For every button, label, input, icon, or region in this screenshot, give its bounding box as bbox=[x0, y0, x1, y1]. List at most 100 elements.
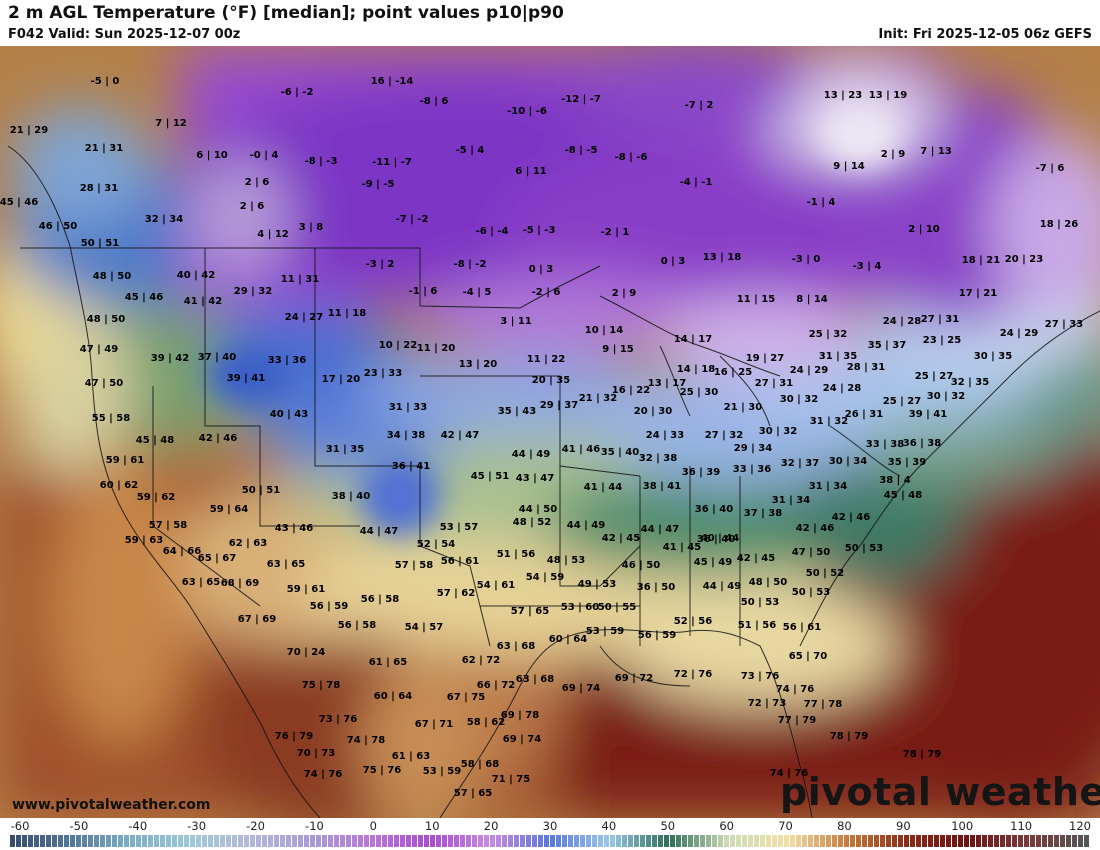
pivotal-weather-logo: pivotal weather bbox=[780, 770, 1100, 814]
colorbar-block bbox=[1042, 835, 1047, 847]
point-value: 14 | 18 bbox=[676, 364, 716, 375]
colorbar-block bbox=[880, 835, 885, 847]
point-value: -8 | 6 bbox=[419, 96, 449, 107]
point-value: 56 | 61 bbox=[440, 556, 480, 567]
colorbar-block bbox=[982, 835, 987, 847]
point-value: 44 | 49 bbox=[702, 581, 742, 592]
colorbar-block bbox=[442, 835, 447, 847]
point-value: 64 | 66 bbox=[162, 546, 202, 557]
colorbar-block bbox=[298, 835, 303, 847]
colorbar-block bbox=[892, 835, 897, 847]
colorbar-block bbox=[334, 835, 339, 847]
point-value: 29 | 37 bbox=[539, 400, 579, 411]
point-value: 60 | 64 bbox=[548, 634, 588, 645]
point-value: 34 | 38 bbox=[386, 430, 426, 441]
point-value: 21 | 30 bbox=[723, 402, 763, 413]
point-value: 69 | 74 bbox=[502, 734, 542, 745]
point-value: 43 | 46 bbox=[274, 523, 314, 534]
colorbar-block bbox=[142, 835, 147, 847]
colorbar-block bbox=[856, 835, 861, 847]
colorbar-block bbox=[412, 835, 417, 847]
colorbar-block bbox=[76, 835, 81, 847]
colorbar-block bbox=[1060, 835, 1065, 847]
colorbar-block bbox=[262, 835, 267, 847]
colorbar-tick-label: 80 bbox=[837, 819, 852, 833]
point-value: 25 | 32 bbox=[808, 329, 848, 340]
point-value: 36 | 38 bbox=[902, 438, 942, 449]
colorbar-block bbox=[466, 835, 471, 847]
point-value: 32 | 34 bbox=[144, 214, 184, 225]
colorbar-block bbox=[502, 835, 507, 847]
point-value: 9 | 15 bbox=[602, 344, 634, 355]
colorbar-block bbox=[1012, 835, 1017, 847]
point-value: -3 | 0 bbox=[791, 254, 821, 265]
point-value: 45 | 49 bbox=[693, 557, 733, 568]
point-value: 27 | 33 bbox=[1044, 319, 1084, 330]
point-value: 50 | 51 bbox=[241, 485, 281, 496]
point-value: 37 | 38 bbox=[743, 508, 783, 519]
colorbar-block bbox=[130, 835, 135, 847]
point-value: 56 | 58 bbox=[337, 620, 377, 631]
colorbar-tick-label: 10 bbox=[424, 819, 440, 833]
point-value: 38 | 40 bbox=[331, 491, 371, 502]
point-value: 56 | 61 bbox=[782, 622, 822, 633]
colorbar-block bbox=[430, 835, 435, 847]
point-value: 42 | 46 bbox=[198, 433, 238, 444]
point-value: -8 | -2 bbox=[453, 259, 487, 270]
point-value: 6 | 10 bbox=[196, 150, 228, 161]
point-value: 11 | 18 bbox=[327, 308, 367, 319]
point-value: 30 | 32 bbox=[779, 394, 819, 405]
point-value: 16 | -14 bbox=[370, 76, 414, 87]
colorbar-block bbox=[886, 835, 891, 847]
point-value: 73 | 76 bbox=[318, 714, 358, 725]
point-value: 42 | 47 bbox=[440, 430, 480, 441]
colorbar-block bbox=[124, 835, 129, 847]
point-value: 50 | 53 bbox=[844, 543, 884, 554]
point-value: -4 | 5 bbox=[462, 287, 492, 298]
point-value: 21 | 32 bbox=[578, 393, 618, 404]
point-value: 65 | 67 bbox=[197, 553, 237, 564]
colorbar-tick-label: 70 bbox=[778, 819, 793, 833]
colorbar-block bbox=[82, 835, 87, 847]
colorbar-block bbox=[634, 835, 639, 847]
colorbar-block bbox=[928, 835, 933, 847]
point-value: 24 | 28 bbox=[822, 383, 862, 394]
colorbar-block bbox=[556, 835, 561, 847]
point-value: 11 | 20 bbox=[416, 343, 456, 354]
colorbar-block bbox=[394, 835, 399, 847]
colorbar-block bbox=[730, 835, 735, 847]
colorbar-block bbox=[562, 835, 567, 847]
point-value: 45 | 51 bbox=[470, 471, 510, 482]
colorbar-block bbox=[1000, 835, 1005, 847]
colorbar-block bbox=[22, 835, 27, 847]
colorbar-block bbox=[40, 835, 45, 847]
point-value: 47 | 49 bbox=[79, 344, 119, 355]
colorbar-block bbox=[784, 835, 789, 847]
point-value: 44 | 47 bbox=[640, 524, 680, 535]
colorbar-block bbox=[1078, 835, 1083, 847]
point-value: 43 | 47 bbox=[515, 473, 555, 484]
colorbar-block bbox=[1024, 835, 1029, 847]
point-value: 13 | 20 bbox=[458, 359, 498, 370]
point-value: 24 | 29 bbox=[789, 365, 829, 376]
colorbar-block bbox=[820, 835, 825, 847]
point-value: 53 | 59 bbox=[585, 626, 625, 637]
point-value: 41 | 44 bbox=[583, 482, 623, 493]
colorbar-block bbox=[592, 835, 597, 847]
colorbar-block bbox=[220, 835, 225, 847]
colorbar-block bbox=[376, 835, 381, 847]
point-value: 61 | 65 bbox=[368, 657, 408, 668]
point-value: 31 | 33 bbox=[388, 402, 428, 413]
colorbar-block bbox=[58, 835, 63, 847]
point-value: -8 | -5 bbox=[564, 145, 598, 156]
point-value: 33 | 36 bbox=[732, 464, 772, 475]
point-value: 63 | 65 bbox=[266, 559, 306, 570]
colorbar-block bbox=[340, 835, 345, 847]
colorbar-tick-label: 40 bbox=[601, 819, 617, 833]
point-value: 47 | 50 bbox=[84, 378, 124, 389]
colorbar-block bbox=[202, 835, 207, 847]
point-value: 3 | 11 bbox=[500, 316, 532, 327]
point-value: 51 | 56 bbox=[496, 549, 536, 560]
point-value: 60 | 62 bbox=[99, 480, 139, 491]
point-value: 45 | 46 bbox=[0, 197, 39, 208]
